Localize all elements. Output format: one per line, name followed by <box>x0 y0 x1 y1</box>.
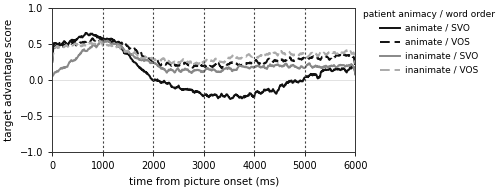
animate / SVO <box>352 73 358 75</box>
inanimate / SVO <box>104 40 110 42</box>
animate / SVO <box>82 32 88 34</box>
X-axis label: time from picture onset (ms): time from picture onset (ms) <box>128 177 279 187</box>
animate / VOS <box>49 62 56 64</box>
Legend: animate / SVO, animate / VOS, inanimate / SVO, inanimate / VOS: animate / SVO, animate / VOS, inanimate … <box>363 10 495 75</box>
animate / SVO <box>280 85 286 87</box>
inanimate / SVO <box>226 66 232 69</box>
animate / VOS <box>234 63 240 65</box>
inanimate / SVO <box>234 69 239 71</box>
inanimate / SVO <box>243 66 249 68</box>
inanimate / VOS <box>226 57 232 60</box>
animate / SVO <box>311 74 317 76</box>
Line: inanimate / SVO: inanimate / SVO <box>52 41 356 77</box>
inanimate / VOS <box>196 63 202 66</box>
Line: animate / VOS: animate / VOS <box>52 38 356 68</box>
animate / VOS <box>218 67 224 69</box>
inanimate / VOS <box>311 52 317 55</box>
animate / SVO <box>234 94 240 97</box>
Line: inanimate / VOS: inanimate / VOS <box>52 41 356 64</box>
inanimate / VOS <box>96 40 102 42</box>
animate / VOS <box>311 55 317 58</box>
inanimate / SVO <box>68 59 74 62</box>
inanimate / VOS <box>280 52 286 54</box>
inanimate / SVO <box>352 73 358 75</box>
animate / SVO <box>49 58 56 61</box>
animate / VOS <box>68 42 74 45</box>
inanimate / SVO <box>49 75 56 78</box>
animate / VOS <box>352 67 358 69</box>
animate / SVO <box>226 96 232 98</box>
animate / VOS <box>100 37 106 39</box>
inanimate / VOS <box>352 63 358 65</box>
inanimate / SVO <box>310 65 316 68</box>
inanimate / VOS <box>68 45 74 47</box>
inanimate / VOS <box>49 61 56 63</box>
inanimate / VOS <box>234 56 240 58</box>
inanimate / VOS <box>243 56 249 58</box>
animate / VOS <box>226 63 232 65</box>
animate / SVO <box>227 98 233 100</box>
inanimate / SVO <box>280 65 285 67</box>
animate / VOS <box>243 62 249 65</box>
Y-axis label: target advantage score: target advantage score <box>4 19 14 141</box>
animate / SVO <box>243 95 249 97</box>
Line: animate / SVO: animate / SVO <box>52 33 356 99</box>
animate / VOS <box>280 59 286 62</box>
animate / SVO <box>68 40 74 42</box>
